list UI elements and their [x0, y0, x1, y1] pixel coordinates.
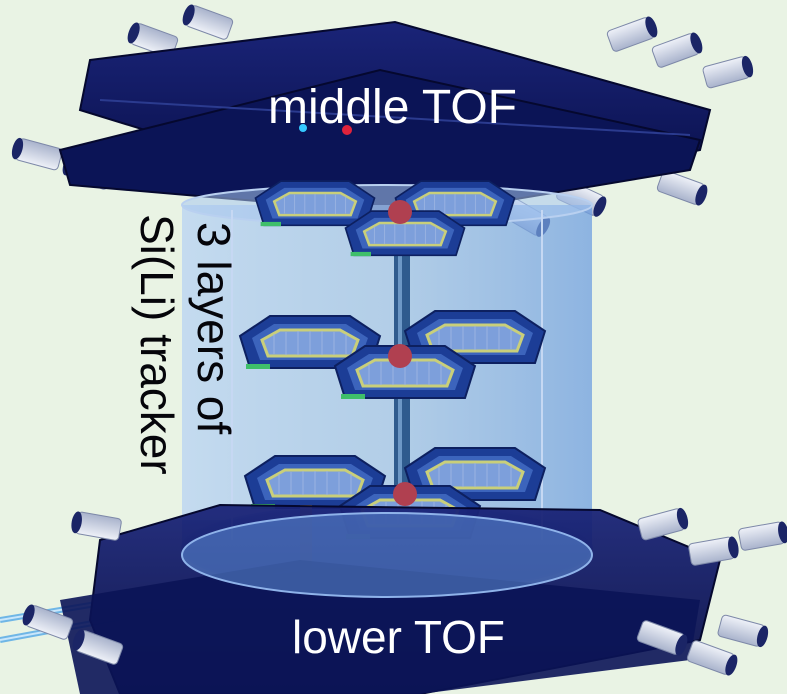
- tracker-layer-top: [254, 179, 516, 258]
- particle-marker-cyan: [299, 124, 307, 132]
- middle-tof-paddles: [58, 20, 712, 217]
- tracker-layer-bottom: [243, 446, 547, 541]
- lower-tof-label: lower TOF: [292, 611, 506, 663]
- tracker-label-line2: Si(Li) tracker: [131, 214, 183, 475]
- middle-tof-label: middle TOF: [268, 81, 517, 134]
- particle-marker-red: [342, 125, 352, 135]
- tracker-layer-middle: [238, 309, 547, 401]
- tracker-label-line1: 3 layers of: [188, 222, 240, 435]
- lower-tof-paddles: [60, 503, 722, 694]
